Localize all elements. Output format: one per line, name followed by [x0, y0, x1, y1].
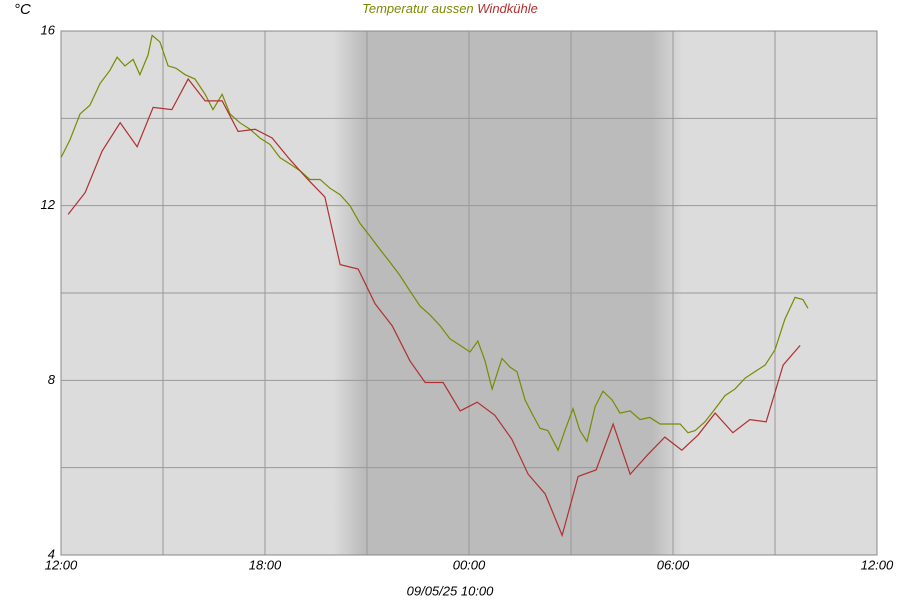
- plot-frame: [60, 30, 878, 556]
- x-tick-label: 12:00: [45, 557, 78, 572]
- y-tick-label: 8: [48, 372, 56, 387]
- y-tick-label: 16: [41, 22, 56, 37]
- y-tick-label: 12: [41, 197, 56, 212]
- y-unit: °C: [14, 1, 31, 18]
- series-line: [67, 77, 801, 538]
- chart-title: Temperatur aussen Windkühle: [362, 1, 538, 16]
- series-line: [60, 34, 809, 452]
- x-tick-label: 00:00: [453, 557, 486, 572]
- x-tick-label: 18:00: [249, 557, 282, 572]
- title-series-1: Windkühle: [477, 1, 538, 16]
- title-series-0: Temperatur aussen: [362, 1, 474, 16]
- x-tick-label: 12:00: [861, 557, 894, 572]
- footer-timestamp: 09/05/25 10:00: [407, 583, 495, 598]
- y-tick-label: 4: [48, 546, 55, 561]
- x-tick-label: 06:00: [657, 557, 690, 572]
